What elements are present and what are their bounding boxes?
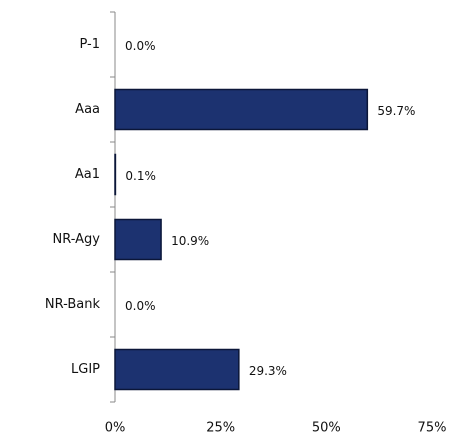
value-label: 0.1% bbox=[125, 169, 156, 183]
x-tick-label: 50% bbox=[312, 421, 341, 436]
x-tick-label: 0% bbox=[105, 421, 126, 436]
value-label: 59.7% bbox=[377, 104, 415, 118]
y-tick-label: NR-Bank bbox=[45, 297, 101, 312]
value-label: 0.0% bbox=[125, 299, 156, 313]
value-label: 29.3% bbox=[249, 364, 287, 378]
y-tick-label: P-1 bbox=[79, 37, 100, 52]
bar bbox=[114, 88, 369, 131]
value-label: 10.9% bbox=[171, 234, 209, 248]
y-tick-label: Aa1 bbox=[75, 167, 100, 182]
bar bbox=[114, 218, 162, 261]
y-tick-label: LGIP bbox=[71, 362, 100, 377]
y-tick-label: NR-Agy bbox=[53, 232, 101, 247]
y-tick-label: Aaa bbox=[75, 102, 100, 117]
bar bbox=[114, 348, 240, 391]
value-label: 0.0% bbox=[125, 39, 156, 53]
x-tick-label: 25% bbox=[206, 421, 235, 436]
x-tick-label: 75% bbox=[418, 421, 447, 436]
